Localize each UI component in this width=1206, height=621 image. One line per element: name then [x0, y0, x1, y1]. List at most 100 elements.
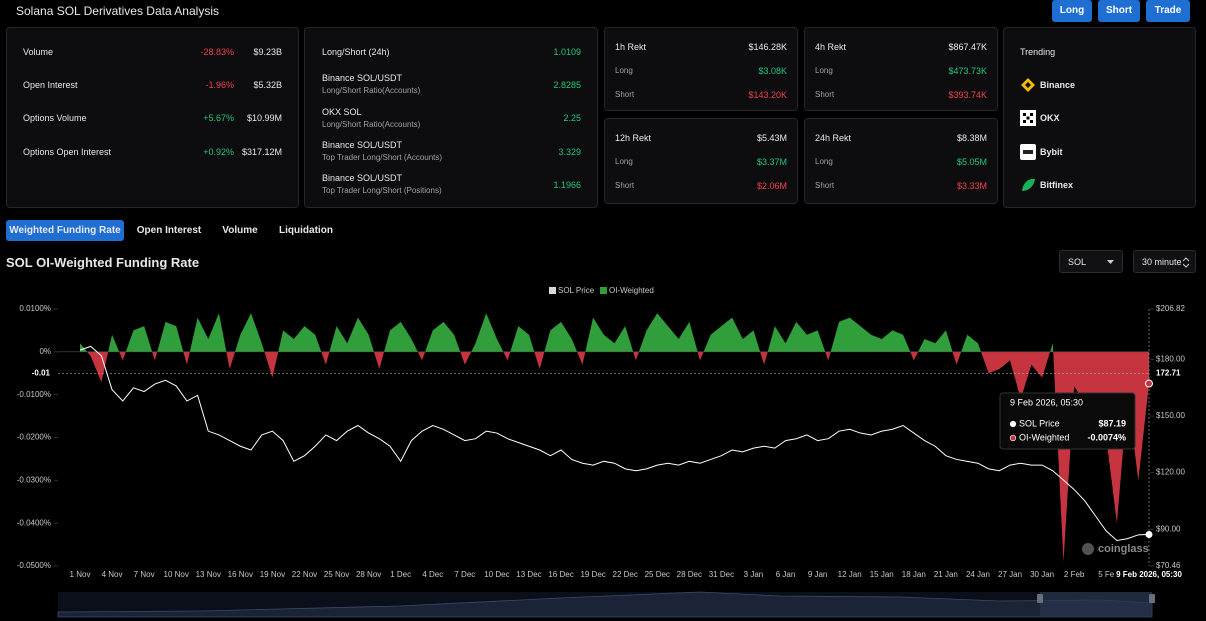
- x-tick-label: 31 Dec: [709, 570, 734, 579]
- watermark-icon: [1082, 543, 1094, 555]
- funding-area: [80, 313, 1149, 562]
- exchange-name[interactable]: Bitfinex: [1040, 180, 1074, 190]
- tooltip-value: -0.0074%: [1087, 432, 1126, 442]
- ratio-sublabel: Top Trader Long/Short (Accounts): [322, 153, 443, 162]
- ratio-value: 3.329: [558, 147, 581, 157]
- crosshair-y2-bg: [1152, 367, 1192, 380]
- tab[interactable]: Liquidation: [279, 225, 333, 236]
- interval-select[interactable]: 30 minute: [1133, 250, 1196, 273]
- y2-tick-label: $180.00: [1156, 355, 1185, 364]
- x-tick-label: 24 Jan: [966, 570, 990, 579]
- stat-value: $9.23B: [253, 47, 282, 57]
- y-tick-label: -0.0200%: [17, 433, 51, 442]
- rekt-label: 12h Rekt: [615, 133, 652, 143]
- tooltip-series: OI-Weighted: [1019, 432, 1069, 442]
- navigator-handle[interactable]: [1149, 594, 1155, 603]
- x-tick-label: 13 Dec: [516, 570, 541, 579]
- legend-swatch: [549, 287, 556, 294]
- rekt-value: $143.20K: [748, 90, 787, 100]
- x-tick-label: 2 Feb: [1064, 570, 1085, 579]
- legend-label: SOL Price: [558, 286, 595, 295]
- watermark: coinglass: [1098, 543, 1149, 555]
- ratio-value: 1.0109: [553, 47, 581, 57]
- price-line: [79, 345, 1150, 542]
- rekt-panel: 24h Rekt $8.38M Long $5.05M Short $3.33M: [804, 118, 998, 204]
- x-tick-label: 25 Nov: [324, 570, 349, 579]
- rekt-value: $393.74K: [948, 90, 987, 100]
- stat-change: +0.92%: [203, 147, 234, 157]
- stat-label: Open Interest: [23, 80, 78, 90]
- x-tick-label: 6 Jan: [776, 570, 796, 579]
- x-tick-label: 28 Nov: [356, 570, 381, 579]
- y-tick-label: -0.0500%: [17, 561, 51, 570]
- okx-icon: [1020, 110, 1036, 126]
- rekt-label: Short: [615, 90, 635, 99]
- exchange-name[interactable]: Binance: [1040, 80, 1076, 90]
- navigator-window[interactable]: [1040, 592, 1152, 617]
- x-tick-label: 7 Nov: [134, 570, 155, 579]
- navigator-handle[interactable]: [1037, 594, 1043, 603]
- rekt-value: $8.38M: [956, 133, 987, 143]
- rekt-value: $473.73K: [948, 66, 987, 76]
- caret: [1107, 260, 1114, 264]
- crosshair-y-bg: [28, 367, 56, 380]
- x-tick-label: 19 Dec: [580, 570, 605, 579]
- ratio-label: Binance SOL/USDT: [322, 173, 403, 183]
- price-marker: [1145, 530, 1153, 538]
- x-tick-label: 4 Nov: [102, 570, 123, 579]
- interval: 30 minute: [1142, 257, 1182, 267]
- exchange-name[interactable]: Bybit: [1040, 147, 1063, 157]
- rekt-panel: 1h Rekt $146.28K Long $3.08K Short $143.20K: [604, 27, 798, 111]
- x-tick-label: 27 Jan: [998, 570, 1022, 579]
- trade-button[interactable]: Trade: [1146, 0, 1190, 22]
- tooltip-date: 9 Feb 2026, 05:30: [1010, 397, 1083, 407]
- x-crosshair-label: 9 Feb 2026, 05:30: [1116, 570, 1182, 579]
- ratio-value: 1.1966: [553, 180, 581, 190]
- rekt-label: Short: [815, 90, 835, 99]
- ratio-value: 2.8285: [553, 80, 581, 90]
- symbol: SOL: [1068, 257, 1087, 267]
- ratio-sublabel: Long/Short Ratio(Accounts): [322, 86, 421, 95]
- x-tick-label: 30 Jan: [1030, 570, 1054, 579]
- x-tick-label: 10 Dec: [484, 570, 509, 579]
- rekt-panel: 12h Rekt $5.43M Long $3.37M Short $2.06M: [604, 118, 798, 204]
- ratio-panel: Long/Short (24h) 1.0109 Binance SOL/USDT…: [304, 27, 598, 208]
- short-button[interactable]: Short: [1098, 0, 1140, 22]
- stat-change: -28.83%: [200, 47, 234, 57]
- ratio-label: OKX SOL: [322, 107, 362, 117]
- exchange-name[interactable]: OKX: [1040, 113, 1060, 123]
- rekt-value: $867.47K: [948, 42, 987, 52]
- rekt-value: $5.05M: [956, 157, 987, 167]
- bitfinex-icon: [1022, 178, 1035, 191]
- stat-value: $317.12M: [241, 147, 282, 157]
- tab-active[interactable]: Weighted Funding Rate: [6, 220, 124, 241]
- symbol-select[interactable]: SOL: [1059, 250, 1123, 273]
- y2-tick-label: $120.00: [1156, 468, 1185, 477]
- x-tick-label: 4 Dec: [422, 570, 443, 579]
- bybit-icon: [1020, 144, 1036, 160]
- legend-label: OI-Weighted: [609, 286, 654, 295]
- rekt-label: 24h Rekt: [815, 133, 852, 143]
- crosshair-y-label: -0.01: [32, 368, 51, 377]
- x-tick-label: 16 Nov: [228, 570, 253, 579]
- rekt-value: $3.37M: [756, 157, 787, 167]
- tab[interactable]: Volume: [222, 225, 258, 236]
- stat-change: -1.96%: [205, 80, 234, 90]
- y-tick-label: 0.0100%: [19, 304, 51, 313]
- x-tick-label: 16 Dec: [548, 570, 573, 579]
- binance-icon: [1021, 78, 1035, 92]
- tooltip-series: SOL Price: [1019, 418, 1060, 428]
- long-button[interactable]: Long: [1052, 0, 1092, 22]
- y-tick-label: -0.0400%: [17, 518, 51, 527]
- tab[interactable]: Open Interest: [136, 225, 202, 236]
- y-tick-label: -0.0100%: [17, 390, 51, 399]
- tooltip: 9 Feb 2026, 05:30 SOL Price $87.19 OI-Weigh…: [999, 392, 1136, 450]
- rekt-label: Long: [815, 157, 833, 166]
- tooltip-dot: [1009, 420, 1017, 428]
- rekt-value: $146.28K: [748, 42, 787, 52]
- ratio-label: Binance SOL/USDT: [322, 73, 403, 83]
- rekt-label: Short: [815, 181, 835, 190]
